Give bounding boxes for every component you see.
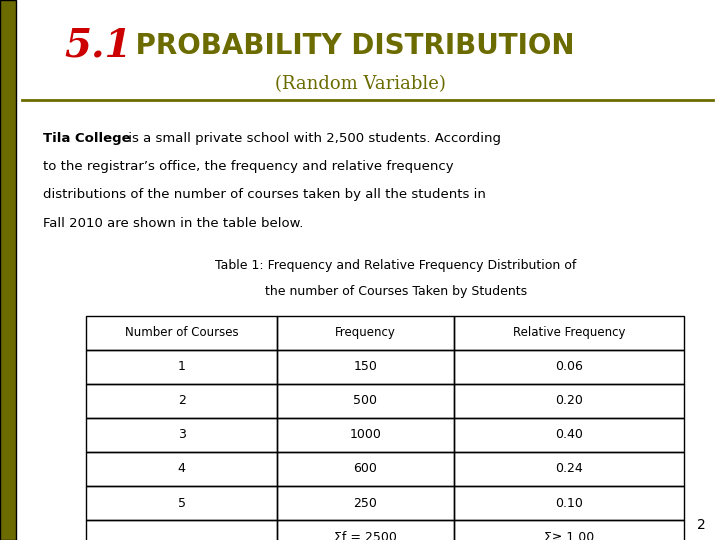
Bar <box>277 452 454 486</box>
Bar <box>277 350 454 384</box>
Text: the number of Courses Taken by Students: the number of Courses Taken by Students <box>265 285 527 298</box>
Text: Tila College: Tila College <box>43 132 131 145</box>
Bar <box>86 418 277 452</box>
Text: Relative Frequency: Relative Frequency <box>513 326 625 340</box>
Text: 5.1: 5.1 <box>65 27 132 65</box>
Text: 2: 2 <box>697 518 706 532</box>
Text: to the registrar’s office, the frequency and relative frequency: to the registrar’s office, the frequency… <box>43 160 454 173</box>
Bar <box>277 316 454 350</box>
Bar <box>86 452 277 486</box>
Bar <box>86 350 277 384</box>
Text: is a small private school with 2,500 students. According: is a small private school with 2,500 stu… <box>124 132 501 145</box>
Text: (Random Variable): (Random Variable) <box>274 75 446 93</box>
Bar <box>454 486 684 520</box>
Bar <box>277 384 454 418</box>
Bar <box>277 486 454 520</box>
Bar <box>86 520 277 540</box>
Text: 1000: 1000 <box>349 428 382 442</box>
Text: 2: 2 <box>178 394 186 408</box>
Bar <box>454 350 684 384</box>
Text: 4: 4 <box>178 462 186 476</box>
Text: Number of Courses: Number of Courses <box>125 326 238 340</box>
Text: 0.20: 0.20 <box>555 394 582 408</box>
Text: PROBABILITY DISTRIBUTION: PROBABILITY DISTRIBUTION <box>126 32 575 60</box>
Text: 250: 250 <box>354 496 377 510</box>
Text: Frequency: Frequency <box>335 326 396 340</box>
Text: Σ≥ 1.00: Σ≥ 1.00 <box>544 530 594 540</box>
Text: 600: 600 <box>354 462 377 476</box>
Text: 3: 3 <box>178 428 186 442</box>
Bar <box>454 316 684 350</box>
Bar <box>86 316 277 350</box>
Bar <box>454 520 684 540</box>
Text: Fall 2010 are shown in the table below.: Fall 2010 are shown in the table below. <box>43 217 304 230</box>
Bar <box>277 418 454 452</box>
Text: 500: 500 <box>354 394 377 408</box>
Text: 0.06: 0.06 <box>555 360 582 374</box>
Bar <box>454 384 684 418</box>
Text: distributions of the number of courses taken by all the students in: distributions of the number of courses t… <box>43 188 486 201</box>
Bar <box>277 520 454 540</box>
Text: Σf = 2500: Σf = 2500 <box>334 530 397 540</box>
Text: 0.40: 0.40 <box>555 428 582 442</box>
Bar <box>454 418 684 452</box>
Bar <box>86 384 277 418</box>
Bar <box>454 452 684 486</box>
Text: 0.10: 0.10 <box>555 496 582 510</box>
Text: Table 1: Frequency and Relative Frequency Distribution of: Table 1: Frequency and Relative Frequenc… <box>215 259 577 272</box>
Bar <box>86 486 277 520</box>
Text: 150: 150 <box>354 360 377 374</box>
Text: 5: 5 <box>178 496 186 510</box>
Text: 1: 1 <box>178 360 186 374</box>
Text: 0.24: 0.24 <box>555 462 582 476</box>
